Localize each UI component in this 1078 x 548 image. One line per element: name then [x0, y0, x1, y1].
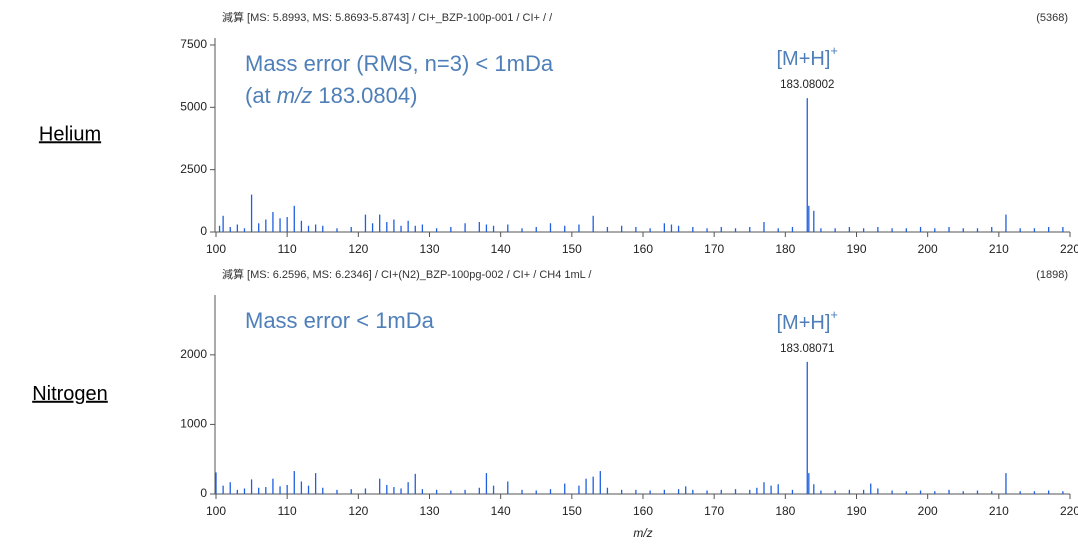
x-tick-label: 200: [918, 504, 938, 518]
annotation: Mass error < 1mDa: [245, 308, 435, 333]
x-axis-label: m/z: [633, 526, 652, 540]
x-tick-label: 180: [775, 242, 795, 256]
x-tick-label: 200: [918, 242, 938, 256]
y-tick-label: 0: [200, 224, 207, 238]
ion-formula: [M+H]: [777, 48, 831, 70]
annotation: (at m/z 183.0804): [245, 83, 417, 108]
ion-label: [M+H]+: [777, 307, 839, 334]
x-tick-label: 220: [1060, 242, 1078, 256]
x-tick-label: 210: [989, 504, 1009, 518]
x-tick-label: 190: [846, 242, 866, 256]
annotation-part: m/z: [277, 83, 312, 108]
ion-charge: +: [830, 307, 838, 322]
peak-label: 183.08071: [780, 343, 834, 355]
x-tick-label: 210: [989, 242, 1009, 256]
peak-label: 183.08002: [780, 79, 834, 91]
x-tick-label: 220: [1060, 504, 1078, 518]
y-tick-label: 2500: [180, 162, 207, 176]
x-tick-label: 150: [562, 504, 582, 518]
x-tick-label: 150: [562, 242, 582, 256]
x-tick-label: 110: [278, 242, 297, 256]
x-tick-label: 120: [348, 504, 368, 518]
x-tick-label: 190: [846, 504, 866, 518]
x-tick-label: 130: [419, 504, 439, 518]
y-tick-label: 1000: [180, 417, 207, 431]
count-label: (1898): [1036, 269, 1068, 281]
x-tick-label: 110: [278, 504, 297, 518]
ion-formula: [M+H]: [777, 312, 831, 334]
x-tick-label: 140: [491, 242, 511, 256]
x-tick-label: 180: [775, 504, 795, 518]
x-tick-label: 160: [633, 242, 653, 256]
row-label: Nitrogen: [32, 383, 108, 405]
x-tick-label: 140: [491, 504, 511, 518]
y-tick-label: 5000: [180, 99, 207, 113]
ion-charge: +: [830, 44, 838, 59]
y-tick-label: 2000: [180, 347, 207, 361]
x-tick-label: 130: [419, 242, 439, 256]
ion-label: [M+H]+: [777, 44, 839, 71]
x-tick-label: 160: [633, 504, 653, 518]
row-label: Helium: [39, 123, 101, 145]
spectrum-header: 減算 [MS: 6.2596, MS: 6.2346] / CI+(N2)_BZ…: [222, 267, 592, 281]
spectrum-header: 減算 [MS: 5.8993, MS: 5.8693-5.8743] / CI+…: [222, 10, 553, 24]
x-tick-label: 120: [348, 242, 368, 256]
y-tick-label: 0: [200, 486, 207, 500]
x-tick-label: 100: [206, 242, 226, 256]
x-tick-label: 100: [206, 504, 226, 518]
x-tick-label: 170: [704, 504, 724, 518]
annotation-part: (at: [245, 83, 277, 108]
y-tick-label: 7500: [180, 37, 207, 51]
annotation-part: 183.0804): [312, 83, 417, 108]
count-label: (5368): [1036, 12, 1068, 24]
x-tick-label: 170: [704, 242, 724, 256]
annotation: Mass error (RMS, n=3) < 1mDa: [245, 51, 554, 76]
